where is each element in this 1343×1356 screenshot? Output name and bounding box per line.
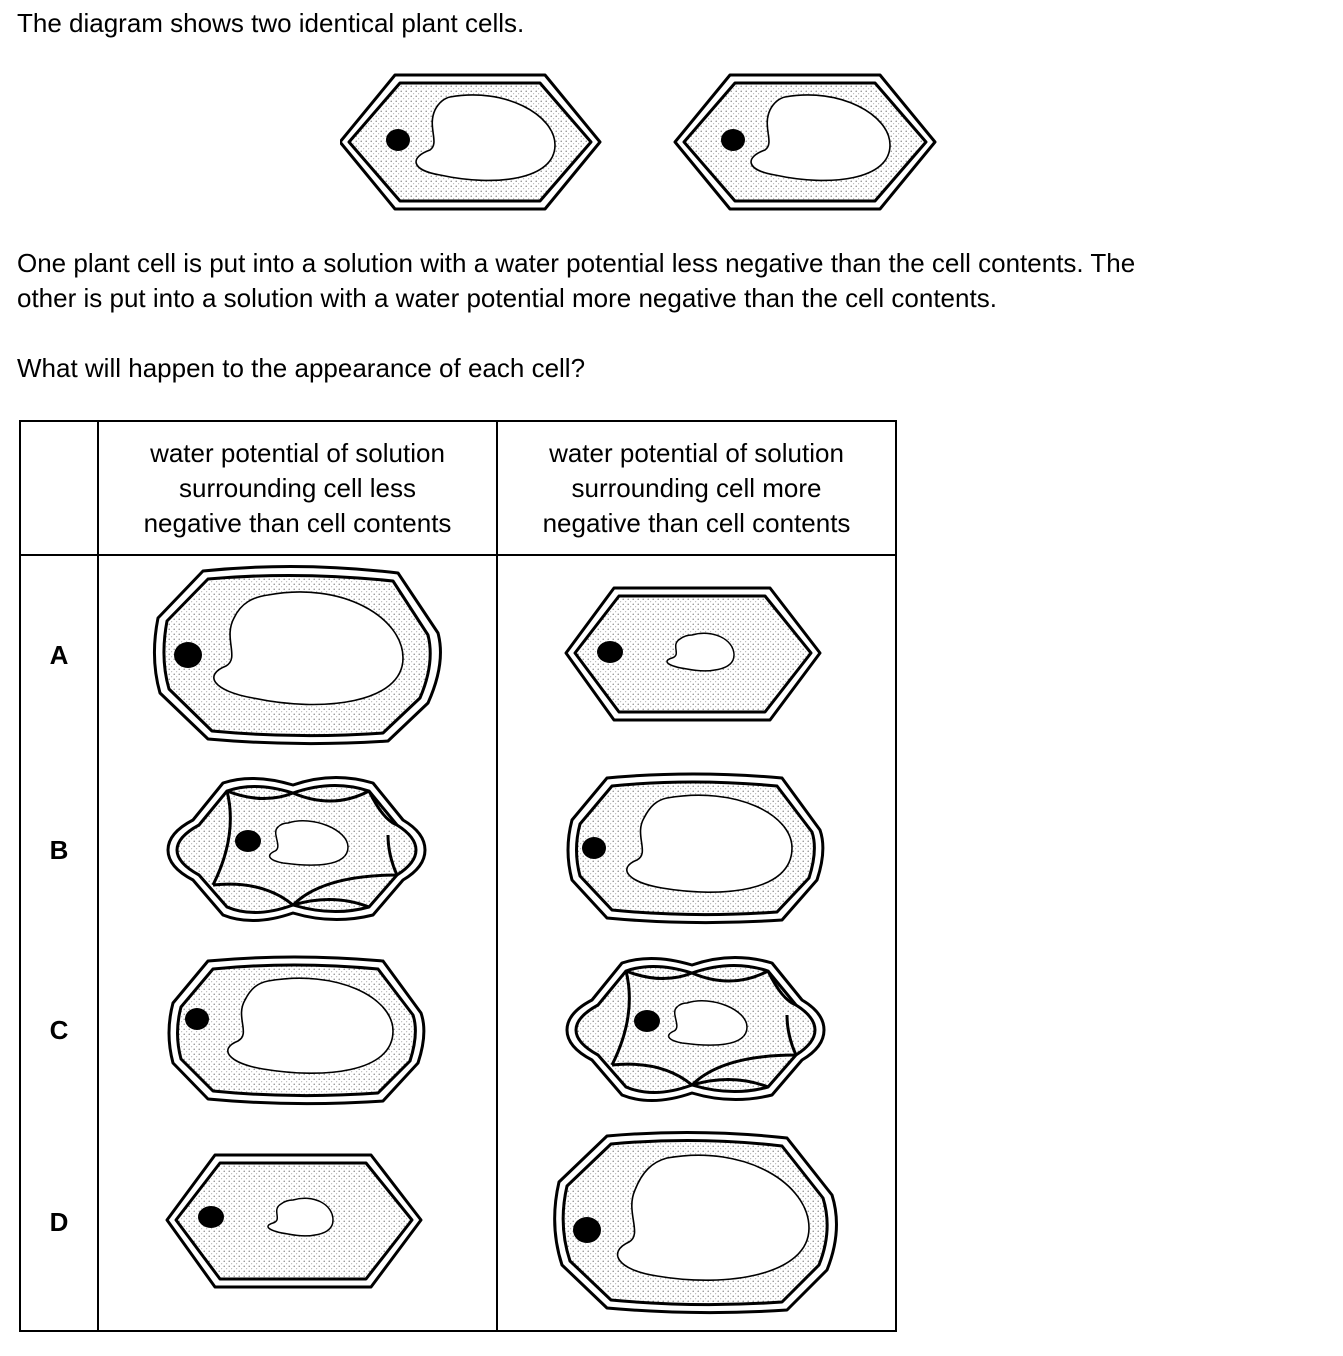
header-right-line: water potential of solution [549,437,844,468]
header-more-negative: water potential of solution surrounding … [496,420,897,556]
header-left-line: negative than cell contents [143,507,452,538]
plant-cell-2 [673,73,937,211]
turgid-cell-icon [152,564,442,746]
plasmolysed-cell-icon [166,776,426,923]
option-key[interactable]: D [19,1115,99,1332]
option-row-d: D [19,1115,897,1332]
option-key[interactable]: A [19,554,99,755]
cell-c-left [97,945,498,1115]
original-cells [338,70,960,225]
question-text: What will happen to the appearance of ea… [17,353,586,383]
header-right-line: surrounding cell more [571,472,822,503]
header-left-line: surrounding cell less [178,472,416,503]
plasmolysed-cell-icon [565,956,825,1103]
large-turgid-cell-icon [552,1130,838,1315]
small-vacuole-cell-icon [564,586,821,722]
intro-text: The diagram shows two identical plant ce… [17,8,525,38]
header-less-negative: water potential of solution surrounding … [97,420,498,556]
option-key[interactable]: C [19,945,99,1115]
option-key[interactable]: B [19,755,99,945]
table-header-row: water potential of solution surrounding … [19,420,897,556]
cell-d-left [97,1115,498,1332]
scenario-line-2: other is put into a solution with a wate… [17,283,997,313]
answer-options-table: water potential of solution surrounding … [19,420,897,1332]
header-left-line: water potential of solution [150,437,445,468]
option-row-b: B [19,755,897,945]
header-right-line: negative than cell contents [542,507,851,538]
cell-d-right [496,1115,897,1332]
turgid-cell-icon [167,955,425,1105]
option-row-c: C [19,945,897,1115]
small-vacuole-cell-icon [165,1153,422,1289]
cell-b-right [496,755,897,945]
plant-cell-1 [338,73,602,211]
option-row-a: A [19,554,897,755]
cell-c-right [496,945,897,1115]
header-empty [19,420,99,556]
cell-a-right [496,554,897,755]
turgid-cell-icon [566,772,824,925]
scenario-line-1: One plant cell is put into a solution wi… [17,248,1136,278]
cell-a-left [97,554,498,755]
cell-b-left [97,755,498,945]
